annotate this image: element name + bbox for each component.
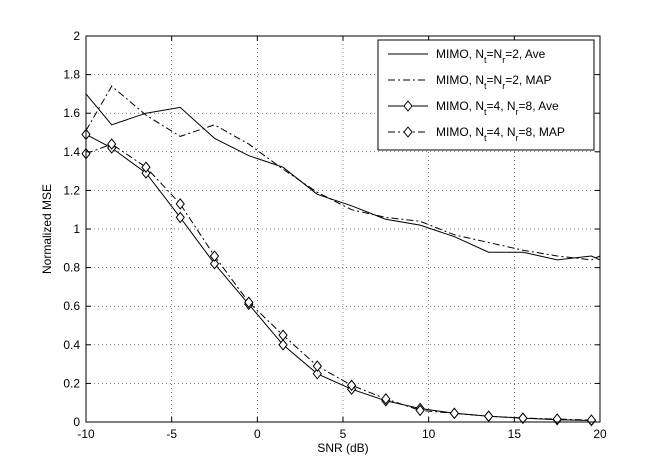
x-tick-label: -10 [77,427,95,441]
legend: MIMO, Nt=Nr=2, Ave MIMO, Nt=Nr=2, MAP MIMO… [377,39,595,151]
data-point [381,393,391,405]
data-point [346,379,357,392]
data-point [278,329,288,341]
series-line [85,143,592,421]
data-point [175,211,185,224]
x-tick-label: 5 [340,427,347,441]
x-tick-label: 10 [422,427,436,441]
data-point [244,296,254,309]
y-tick-label: 0.6 [63,299,80,313]
x-tick-label: -5 [166,427,177,441]
data-point [107,138,117,150]
x-axis-label: SNR (dB) [317,441,368,455]
y-tick-label: 0.4 [63,338,80,352]
y-tick-label: 0 [73,415,80,429]
ticks: -10 -5 0 5 10 15 20 0 0.2 0.4 0.6 0.8 1 1.2 1.4 1.6 1.8 2 [63,29,607,441]
y-tick-label: 2 [73,29,80,43]
series-1 [85,93,601,261]
y-tick-label: 1.8 [63,68,80,82]
x-tick-label: 0 [254,427,261,441]
data-point [518,412,528,424]
legend-label-4: MIMO, Nt=4, Nr=8, MAP [436,125,565,143]
y-tick-label: 1.4 [63,145,80,159]
data-point [141,161,151,174]
x-tick-label: 20 [593,427,607,441]
legend-marker-4 [403,126,413,138]
series-line [85,93,601,261]
y-tick-label: 1.6 [63,106,80,120]
data-point [312,360,322,372]
series-2 [85,85,601,261]
data-point [175,198,185,210]
series-line [85,85,601,261]
legend-label-1: MIMO, Nt=Nr=2, Ave [436,47,546,65]
legend-label-3: MIMO, Nt=4, Nr=8, Ave [436,99,559,117]
y-tick-label: 1 [73,222,80,236]
data-point [209,257,220,270]
y-axis-label: Normalized MSE [40,184,54,274]
series-4 [81,138,597,426]
data-point [586,414,597,426]
data-point [449,407,460,420]
data-point [483,410,494,423]
data-point [278,338,288,351]
data-point [209,250,220,262]
legend-label-2: MIMO, Nt=Nr=2, MAP [436,73,552,91]
data-point [312,367,322,380]
y-tick-label: 1.2 [63,183,80,197]
legend-marker-3 [403,100,413,112]
x-tick-label: 15 [508,427,522,441]
series-group [81,85,601,427]
y-tick-label: 0.8 [63,261,80,275]
data-point [415,404,425,417]
y-tick-label: 0.2 [63,376,80,390]
